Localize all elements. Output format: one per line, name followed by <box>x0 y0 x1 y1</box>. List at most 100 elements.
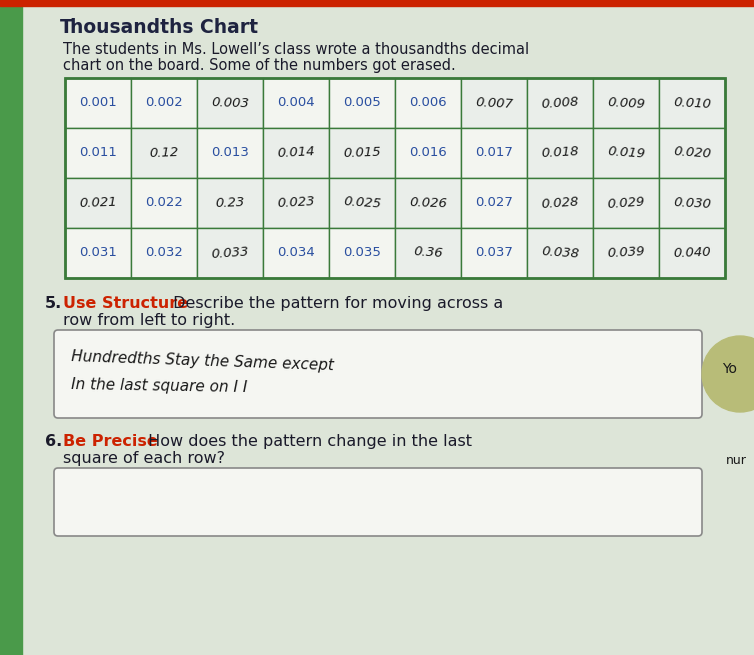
Text: 0.008: 0.008 <box>541 95 579 111</box>
Bar <box>461 178 527 228</box>
Text: 0.007: 0.007 <box>475 96 513 110</box>
Text: 0.023: 0.023 <box>277 196 315 210</box>
Text: How does the pattern change in the last: How does the pattern change in the last <box>143 434 472 449</box>
Text: 0.013: 0.013 <box>211 147 249 160</box>
Bar <box>461 78 527 128</box>
Bar <box>329 128 395 178</box>
Text: 0.026: 0.026 <box>409 195 447 211</box>
Text: 0.035: 0.035 <box>343 246 381 259</box>
Bar <box>263 78 329 128</box>
Bar <box>65 128 131 178</box>
Text: 0.019: 0.019 <box>607 146 645 160</box>
FancyBboxPatch shape <box>54 468 702 536</box>
Text: 0.010: 0.010 <box>673 95 711 111</box>
Text: chart on the board. Some of the numbers got erased.: chart on the board. Some of the numbers … <box>63 58 455 73</box>
Bar <box>65 78 131 128</box>
Text: 0.022: 0.022 <box>145 196 183 210</box>
Bar <box>461 228 527 278</box>
Text: 0.014: 0.014 <box>277 145 315 160</box>
Text: 0.040: 0.040 <box>673 246 711 260</box>
Circle shape <box>702 336 754 412</box>
FancyBboxPatch shape <box>54 330 702 418</box>
Text: 0.003: 0.003 <box>211 96 249 110</box>
Bar <box>65 78 725 278</box>
Bar <box>593 178 659 228</box>
Text: Use Structure: Use Structure <box>63 296 188 311</box>
Text: 0.23: 0.23 <box>215 195 245 210</box>
Bar <box>659 128 725 178</box>
Text: Hundredths Stay the Same except: Hundredths Stay the Same except <box>71 349 334 373</box>
Bar <box>197 178 263 228</box>
Text: 0.030: 0.030 <box>673 196 711 210</box>
Text: 0.034: 0.034 <box>277 246 315 259</box>
Bar <box>395 228 461 278</box>
Bar <box>527 178 593 228</box>
Bar <box>659 228 725 278</box>
Text: nur: nur <box>726 454 747 467</box>
Bar <box>593 228 659 278</box>
Bar <box>329 78 395 128</box>
Text: 0.001: 0.001 <box>79 96 117 109</box>
Bar <box>659 78 725 128</box>
Bar <box>197 78 263 128</box>
Text: 0.017: 0.017 <box>475 147 513 160</box>
Text: 5.: 5. <box>45 296 63 311</box>
Bar <box>593 128 659 178</box>
Text: 0.009: 0.009 <box>607 95 645 111</box>
Bar <box>329 228 395 278</box>
Text: 0.004: 0.004 <box>277 96 315 109</box>
Bar <box>329 178 395 228</box>
Bar <box>527 128 593 178</box>
Text: 0.032: 0.032 <box>145 246 183 259</box>
Bar <box>593 78 659 128</box>
Bar <box>395 78 461 128</box>
Text: In the last square on I I: In the last square on I I <box>71 377 247 395</box>
Text: 0.029: 0.029 <box>607 196 645 210</box>
Text: 0.025: 0.025 <box>343 196 381 210</box>
Text: The students in Ms. Lowell’s class wrote a thousandths decimal: The students in Ms. Lowell’s class wrote… <box>63 42 529 57</box>
Bar <box>131 128 197 178</box>
Text: 0.037: 0.037 <box>475 246 513 259</box>
Text: 0.039: 0.039 <box>607 245 645 261</box>
Text: 0.028: 0.028 <box>541 196 579 210</box>
Text: row from left to right.: row from left to right. <box>63 313 235 328</box>
Text: 0.011: 0.011 <box>79 147 117 160</box>
Bar <box>527 228 593 278</box>
Text: 0.005: 0.005 <box>343 96 381 109</box>
Bar <box>197 228 263 278</box>
Text: 0.018: 0.018 <box>541 145 579 160</box>
Text: 0.12: 0.12 <box>149 146 179 160</box>
Bar <box>263 178 329 228</box>
Text: 6.: 6. <box>45 434 63 449</box>
Text: 0.36: 0.36 <box>413 246 443 260</box>
Text: 0.016: 0.016 <box>409 147 447 160</box>
Bar <box>197 128 263 178</box>
Text: square of each row?: square of each row? <box>63 451 225 466</box>
Bar <box>0 0 22 655</box>
Bar <box>659 178 725 228</box>
Bar <box>65 178 131 228</box>
Text: 0.031: 0.031 <box>79 246 117 259</box>
Text: 0.021: 0.021 <box>79 196 117 210</box>
Text: Yo: Yo <box>722 362 737 376</box>
Bar <box>263 228 329 278</box>
Bar <box>263 128 329 178</box>
Bar <box>395 178 461 228</box>
Bar <box>131 178 197 228</box>
Text: 0.038: 0.038 <box>541 246 579 260</box>
Bar <box>395 128 461 178</box>
Text: 0.033: 0.033 <box>210 245 250 261</box>
Bar <box>0 0 754 6</box>
Text: T: T <box>60 18 73 37</box>
Text: 0.015: 0.015 <box>343 145 382 160</box>
Text: 0.020: 0.020 <box>673 145 711 160</box>
Text: 0.006: 0.006 <box>409 96 447 109</box>
Bar <box>65 228 131 278</box>
Bar <box>131 228 197 278</box>
Bar <box>131 78 197 128</box>
Text: 0.027: 0.027 <box>475 196 513 210</box>
Text: housandths Chart: housandths Chart <box>70 18 258 37</box>
Text: 0.002: 0.002 <box>145 96 183 109</box>
Text: Describe the pattern for moving across a: Describe the pattern for moving across a <box>168 296 503 311</box>
Text: Be Precise: Be Precise <box>63 434 158 449</box>
